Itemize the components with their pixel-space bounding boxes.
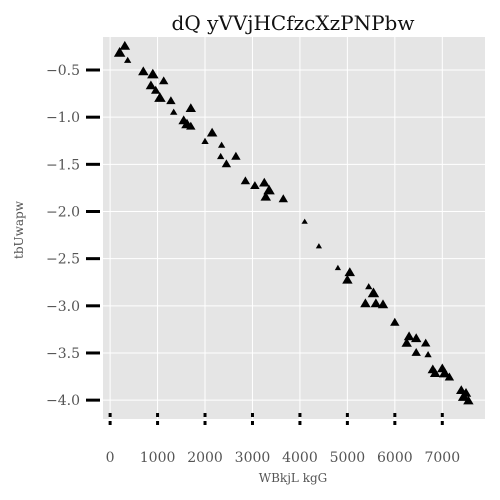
chart-title: dQ yVVjHCfzcXzPNPbw <box>172 11 415 35</box>
data-point <box>367 287 380 298</box>
x-axis-label: WBkjL kgG <box>259 471 327 485</box>
data-point <box>370 298 382 308</box>
data-point <box>342 274 353 284</box>
x-tick-label: 4000 <box>282 450 318 466</box>
data-point <box>403 331 415 341</box>
y-tick-label: −1.5 <box>46 157 80 173</box>
data-point <box>240 176 251 185</box>
y-tick-label: −1.0 <box>46 110 80 126</box>
data-point <box>113 47 126 57</box>
y-tick-label: −4.0 <box>46 393 80 409</box>
data-point <box>460 388 472 397</box>
data-point <box>463 395 474 405</box>
data-point <box>301 218 308 224</box>
data-point <box>411 333 422 343</box>
data-point <box>124 56 132 63</box>
data-point <box>201 137 209 144</box>
data-point <box>390 317 400 326</box>
x-axis-ticks: 0 1000 2000 3000 4000 5000 6000 7000 <box>106 413 460 466</box>
y-axis-label: tbUwapw <box>12 200 26 259</box>
y-tick-label: −3.0 <box>46 299 80 315</box>
data-point <box>438 367 451 378</box>
x-tick-label: 5000 <box>330 450 366 466</box>
data-point <box>218 141 226 148</box>
data-point <box>119 40 131 50</box>
data-point <box>154 92 166 102</box>
data-point <box>334 264 341 271</box>
data-point <box>138 66 149 76</box>
data-point <box>278 194 288 203</box>
y-tick-label: −2.5 <box>46 252 80 268</box>
x-tick-label: 6000 <box>377 450 413 466</box>
data-point <box>217 152 225 160</box>
data-point <box>260 191 271 201</box>
data-point <box>221 159 232 168</box>
data-point <box>166 96 176 105</box>
y-tick-label: −3.5 <box>46 346 80 362</box>
grid-lines <box>103 37 485 419</box>
x-tick-label: 2000 <box>187 450 223 466</box>
data-point <box>360 298 371 308</box>
data-point <box>147 68 159 79</box>
data-point <box>315 243 322 249</box>
y-tick-label: −2.0 <box>46 204 80 220</box>
data-point <box>411 348 421 356</box>
data-point <box>424 351 432 358</box>
data-point <box>259 177 270 187</box>
data-point <box>170 108 178 115</box>
data-point <box>159 76 169 85</box>
x-tick-label: 1000 <box>140 450 176 466</box>
data-point <box>263 184 275 195</box>
plot-background <box>103 37 485 419</box>
data-point <box>186 121 196 130</box>
x-tick-label: 7000 <box>424 450 460 466</box>
data-point <box>151 85 161 94</box>
data-point <box>344 267 355 277</box>
data-point <box>421 338 431 347</box>
data-point <box>185 103 196 112</box>
data-point <box>429 368 441 377</box>
y-tick-label: −0.5 <box>46 63 80 79</box>
data-point <box>401 338 412 347</box>
data-point <box>206 127 218 137</box>
x-tick-label: 0 <box>106 450 115 466</box>
data-point <box>444 372 455 381</box>
data-point <box>145 80 157 90</box>
y-axis-ticks: −0.5 −1.0 −1.5 −2.0 −2.5 −3.0 −3.5 −4.0 <box>46 63 100 409</box>
data-point <box>377 299 389 309</box>
x-tick-label: 3000 <box>235 450 271 466</box>
data-points <box>113 40 474 405</box>
data-point <box>250 181 260 189</box>
data-point <box>231 151 241 160</box>
data-point <box>365 283 373 290</box>
